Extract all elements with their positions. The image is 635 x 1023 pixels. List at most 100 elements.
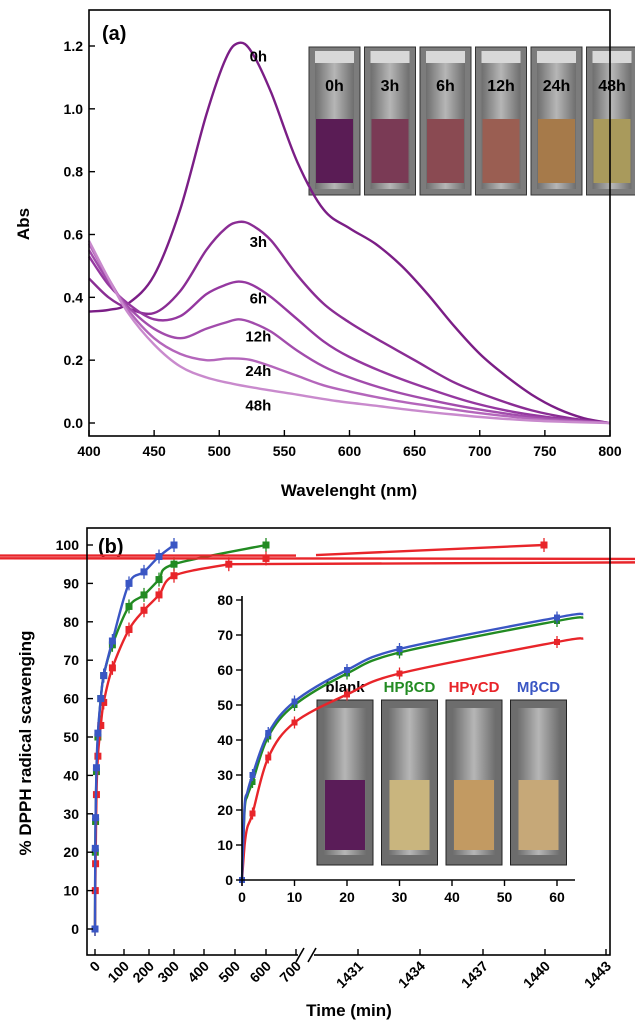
y-tick-label: 40	[63, 767, 79, 783]
curve-segment	[315, 543, 545, 557]
panel-a-curve-labels: 0h 3h 6h 12h 24h 48h	[245, 49, 271, 415]
x-tick-label: 450	[142, 443, 166, 459]
x-tick-label: 1434	[395, 958, 428, 991]
x-tick-label: 100	[104, 958, 132, 986]
curve-label-6h: 6h	[250, 291, 268, 308]
data-point	[108, 637, 116, 645]
data-point	[155, 553, 163, 561]
data-point	[125, 579, 133, 587]
inset-curve-MβCD	[240, 612, 584, 881]
data-point	[225, 560, 233, 568]
data-point	[170, 560, 178, 568]
curve-label-12h: 12h	[245, 328, 271, 345]
vial-photo-0h: 0h	[308, 46, 361, 196]
data-point	[170, 572, 178, 580]
vial-time-label: 24h	[543, 78, 571, 95]
data-point	[97, 721, 105, 729]
panel-a-x-ticks: 400 450 500 550 600 650 700 750 800	[77, 430, 622, 459]
panel-a-label: (a)	[102, 23, 126, 45]
x-tick-label: 800	[598, 443, 622, 459]
panel-b-curves	[0, 538, 635, 936]
panel-b-inset-x-ticks: 0 10 20 30 40 50 60	[238, 880, 565, 905]
y-tick-label: 1.2	[64, 38, 84, 54]
panel-a-x-axis-label: Wavelenght (nm)	[281, 481, 417, 500]
scavenging-curve-HPβCD	[93, 543, 267, 930]
curve-label-0h: 0h	[250, 49, 268, 66]
vial-HPβCD: HPβCD	[381, 679, 438, 866]
vial-liquid	[389, 780, 430, 850]
x-tick-label: 0	[86, 958, 103, 975]
data-point	[140, 606, 148, 614]
vial-time-label: 12h	[487, 78, 515, 95]
x-tick-label: 1431	[333, 958, 366, 991]
vial-cap	[592, 51, 632, 63]
inset-data-point	[344, 667, 350, 673]
inset-x-tick-label: 10	[287, 889, 303, 905]
data-point	[140, 568, 148, 576]
curve-label-24h: 24h	[245, 363, 271, 380]
data-point	[155, 591, 163, 599]
panel-a-y-ticks: 0.0 0.2 0.4 0.6 0.8 1.0 1.2	[64, 38, 95, 431]
vial-cap	[537, 51, 576, 63]
y-tick-label: 50	[63, 729, 79, 745]
inset-data-point	[344, 691, 350, 698]
abs-curve-48h	[87, 240, 611, 425]
inset-data-point	[249, 810, 256, 817]
inset-x-tick-label: 20	[339, 889, 355, 905]
vial-liquid	[316, 119, 353, 183]
inset-y-tick-label: 20	[217, 802, 233, 818]
panel-b-inset-vials: blank HPβCD HPγCD MβCD	[316, 679, 567, 866]
inset-series-HPγCD	[239, 636, 584, 886]
data-point	[91, 844, 99, 852]
vial-photo-3h: 3h	[364, 46, 416, 196]
inset-data-point	[554, 614, 560, 621]
vial-liquid	[482, 119, 520, 183]
break-mark	[307, 947, 317, 963]
inset-data-point	[265, 730, 272, 736]
y-tick-label: 10	[63, 883, 79, 899]
x-tick-label: 1443	[581, 958, 614, 991]
panel-b-y-ticks: 0 10 20 30 40 50 60 70 80 90 100	[56, 537, 93, 937]
abs-curve-0h	[88, 41, 611, 425]
vial-liquid	[371, 119, 409, 183]
y-tick-label: 90	[63, 575, 79, 591]
vial-cap	[370, 51, 410, 63]
abs-curve-12h	[87, 249, 611, 425]
inset-y-tick-label: 80	[217, 592, 233, 608]
panel-b-inset: blank HPβCD HPγCD MβCD 0 10 20 30 40 50 60 0 10 20 3…	[217, 592, 584, 905]
vial-time-label: 6h	[436, 78, 455, 95]
panel-b-inset-curves	[239, 611, 584, 886]
inset-x-tick-label: 0	[238, 889, 246, 905]
x-tick-label: 750	[533, 443, 557, 459]
inset-curve-HPγCD	[240, 637, 584, 881]
vial-liquid	[325, 780, 365, 850]
data-point	[91, 925, 99, 933]
data-point	[262, 554, 270, 562]
y-tick-label: 0.6	[64, 227, 84, 243]
y-tick-label: 1.0	[64, 101, 84, 117]
y-tick-label: 0.4	[64, 289, 84, 305]
y-tick-label: 30	[63, 806, 79, 822]
vial-liquid	[518, 780, 559, 850]
x-tick-label: 500	[208, 443, 232, 459]
x-tick-label: 700	[276, 958, 304, 986]
vial-blank: blank	[316, 679, 374, 866]
panel-b-x-axis-label: Time (min)	[306, 1001, 392, 1020]
x-tick-label: 650	[403, 443, 427, 459]
y-tick-label: 0.2	[64, 352, 84, 368]
y-tick-label: 100	[56, 537, 80, 553]
inset-y-tick-label: 0	[225, 872, 233, 888]
abs-curve-6h	[88, 255, 611, 425]
vial-label: blank	[325, 679, 365, 696]
abs-curve-24h	[87, 243, 611, 425]
vial-liquid	[593, 119, 631, 183]
vial-time-label: 3h	[381, 78, 400, 95]
panel-b-label: (b)	[98, 536, 124, 558]
panel-b-plot-frame	[86, 527, 611, 956]
data-point	[100, 698, 108, 706]
x-tick-label: 400	[184, 958, 212, 986]
x-tick-label: 550	[273, 443, 297, 459]
